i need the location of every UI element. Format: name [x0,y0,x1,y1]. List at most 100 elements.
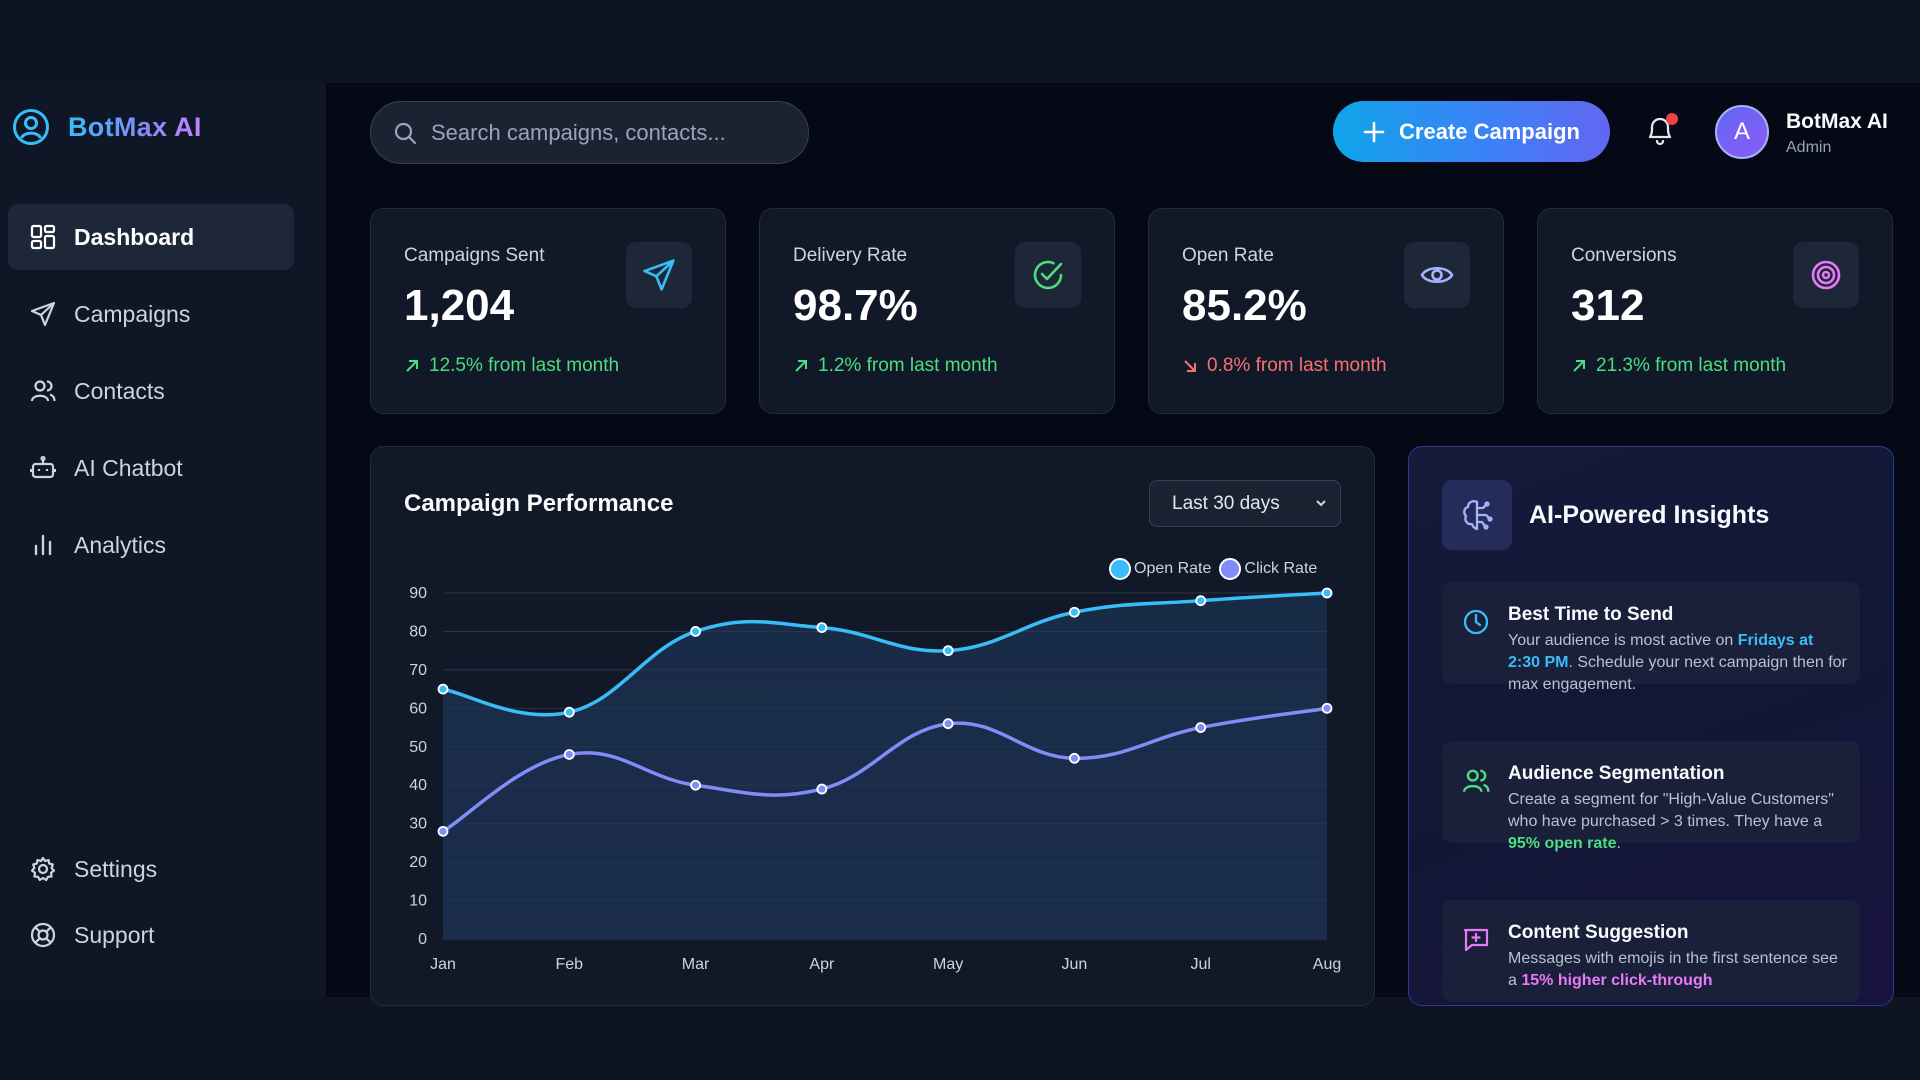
main-content: Create Campaign A BotMax AI Admin Campai… [326,83,1920,1006]
data-point-click-rate [942,718,954,730]
stat-value: 85.2% [1182,281,1307,330]
sidebar-item-label: Contacts [74,377,165,404]
legend-item-open-rate[interactable]: Open Rate [1109,558,1211,580]
insight-best-time[interactable]: Best Time to Send Your audience is most … [1442,582,1860,693]
sidebar-item-dashboard[interactable]: Dashboard [8,204,294,270]
stat-card-campaigns-sent: Campaigns Sent 1,204 12.5% from last mon… [370,208,726,414]
stat-change-text: 0.8% from last month [1207,355,1387,376]
insight-text: . Schedule your next campaign then for m… [1508,654,1847,693]
notification-badge [1666,113,1678,125]
y-tick-label: 20 [409,854,427,871]
stat-icon-box [1793,242,1859,308]
search-icon [394,122,417,144]
avatar[interactable]: A [1715,105,1769,159]
sidebar-item-ai-chatbot[interactable]: AI Chatbot [8,435,294,501]
sidebar-item-contacts[interactable]: Contacts [8,358,294,424]
y-tick-label: 70 [409,662,427,679]
insight-content-suggestion[interactable]: Content Suggestion Messages with emojis … [1442,900,1860,1002]
brand-name: BotMax AI [68,111,202,142]
data-point-click-rate [437,825,449,837]
stat-change: 12.5% from last month [404,355,619,377]
insight-highlight: 95% open rate [1508,835,1617,852]
y-tick-label: 60 [409,700,427,717]
stat-change-text: 1.2% from last month [818,355,998,376]
x-tick-label: Jun [1062,956,1088,973]
legend-swatch [1219,558,1242,580]
stat-card-conversions: Conversions 312 21.3% from last month [1537,208,1893,414]
stat-card-open-rate: Open Rate 85.2% 0.8% from last month [1148,208,1504,414]
y-tick-label: 0 [418,931,427,948]
arrow-down-right-icon [1184,360,1196,372]
x-tick-label: Mar [682,956,710,973]
app-window: BotMax AI Dashboard Campaigns Contacts [0,83,1920,1006]
insight-title: Best Time to Send [1508,604,1674,625]
y-tick-label: 90 [409,585,427,602]
sidebar-item-analytics[interactable]: Analytics [8,512,294,578]
users-icon [1462,769,1490,793]
x-tick-label: Jan [430,956,456,973]
notifications-button[interactable] [1644,113,1680,149]
data-point-open-rate [563,706,575,718]
data-point-click-rate [1069,752,1080,764]
sidebar-item-campaigns[interactable]: Campaigns [8,281,294,347]
y-tick-label: 10 [409,893,427,910]
clock-icon [1463,609,1489,635]
stat-change-text: 12.5% from last month [429,355,620,376]
stat-value: 98.7% [793,281,918,330]
legend-label: Open Rate [1134,560,1212,577]
sidebar: BotMax AI Dashboard Campaigns Contacts [0,83,326,997]
eye-icon [1420,266,1454,284]
stat-value: 312 [1571,281,1645,330]
insight-highlight: Fridays at 2:30 PM [1508,632,1814,671]
y-tick-label: 80 [409,623,427,640]
stat-icon-box [626,242,692,308]
data-point-open-rate [1321,587,1333,599]
panel-title: Campaign Performance [404,490,674,517]
bar-chart-icon [34,534,52,556]
create-campaign-button[interactable]: Create Campaign [1333,101,1610,162]
data-point-click-rate [563,749,575,760]
x-tick-label: Aug [1313,956,1341,973]
sidebar-item-label: Settings [74,855,158,882]
series-line-click-rate [442,706,1328,833]
stat-label: Open Rate [1182,245,1274,266]
sidebar-item-support[interactable]: Support [8,902,294,968]
lifebuoy-icon [30,922,56,948]
ai-insights-panel: AI-Powered Insights Best Time to Send Yo… [1408,446,1894,1006]
insight-title: Content Suggestion [1508,922,1689,943]
users-icon [30,380,56,402]
stat-icon-box [1015,242,1081,308]
bot-icon [30,455,56,479]
date-range-value: Last 30 days [1172,492,1280,514]
performance-chart: 0 10 20 30 40 50 60 70 80 90 Jan Feb Mar Apr May Jun Jul… [409,585,1341,973]
x-tick-label: Jul [1190,956,1210,973]
data-point-click-rate [1195,722,1207,733]
insight-text: Messages with emojis in the first senten… [1508,950,1838,989]
x-tick-label: Apr [809,956,835,973]
bell-icon [1648,117,1672,146]
insight-audience-segmentation[interactable]: Audience Segmentation Create a segment f… [1442,741,1860,852]
arrow-up-right-icon [795,360,807,372]
data-point-click-rate [690,779,701,791]
sidebar-item-label: Support [74,921,155,948]
date-range-select[interactable]: Last 30 days [1149,480,1341,527]
data-point-open-rate [690,626,701,637]
search-input[interactable] [431,119,791,146]
sidebar-item-settings[interactable]: Settings [8,836,294,902]
brain-icon [1463,500,1493,531]
y-tick-label: 50 [409,739,427,756]
campaign-performance-panel: 0 10 20 30 40 50 60 70 80 90 Jan Feb Mar Apr May Jun Jul… [370,446,1375,1006]
stat-value: 1,204 [404,281,515,330]
y-tick-label: 40 [409,777,427,794]
sidebar-item-label: AI Chatbot [74,454,183,481]
check-circle-icon [1033,260,1063,290]
brand[interactable]: BotMax AI [12,108,202,146]
search-bar[interactable] [370,101,809,164]
x-tick-label: May [933,956,963,973]
legend-item-click-rate[interactable]: Click Rate [1219,558,1317,580]
insight-highlight: 15% higher click-through [1521,972,1713,989]
legend-swatch [1109,558,1131,580]
data-point-click-rate [1321,702,1333,714]
stat-label: Campaigns Sent [404,245,545,266]
arrow-up-right-icon [406,360,418,372]
